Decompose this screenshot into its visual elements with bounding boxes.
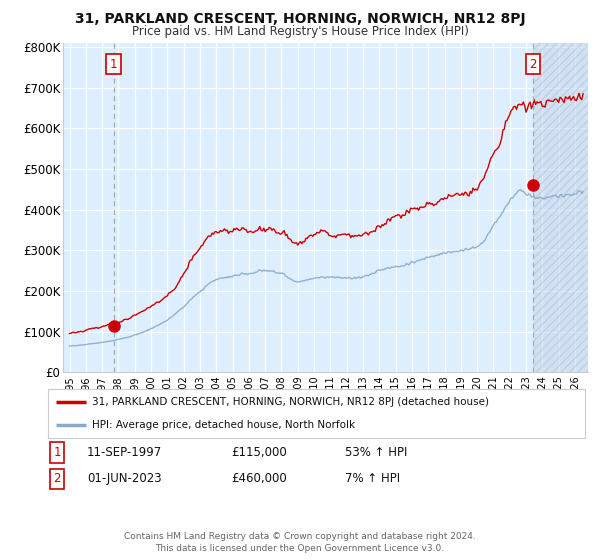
Text: Price paid vs. HM Land Registry's House Price Index (HPI): Price paid vs. HM Land Registry's House … bbox=[131, 25, 469, 38]
Text: 2: 2 bbox=[529, 58, 536, 71]
Text: 31, PARKLAND CRESCENT, HORNING, NORWICH, NR12 8PJ: 31, PARKLAND CRESCENT, HORNING, NORWICH,… bbox=[74, 12, 526, 26]
Text: 7% ↑ HPI: 7% ↑ HPI bbox=[345, 472, 400, 486]
Text: 11-SEP-1997: 11-SEP-1997 bbox=[87, 446, 162, 459]
Text: £115,000: £115,000 bbox=[231, 446, 287, 459]
Text: 2: 2 bbox=[53, 472, 61, 486]
Text: 31, PARKLAND CRESCENT, HORNING, NORWICH, NR12 8PJ (detached house): 31, PARKLAND CRESCENT, HORNING, NORWICH,… bbox=[92, 397, 489, 407]
Text: 1: 1 bbox=[53, 446, 61, 459]
Text: 1: 1 bbox=[110, 58, 118, 71]
Text: Contains HM Land Registry data © Crown copyright and database right 2024.
This d: Contains HM Land Registry data © Crown c… bbox=[124, 532, 476, 553]
Bar bbox=[533, 43, 599, 372]
Text: 53% ↑ HPI: 53% ↑ HPI bbox=[345, 446, 407, 459]
Text: £460,000: £460,000 bbox=[231, 472, 287, 486]
Text: HPI: Average price, detached house, North Norfolk: HPI: Average price, detached house, Nort… bbox=[92, 419, 355, 430]
Text: 01-JUN-2023: 01-JUN-2023 bbox=[87, 472, 161, 486]
